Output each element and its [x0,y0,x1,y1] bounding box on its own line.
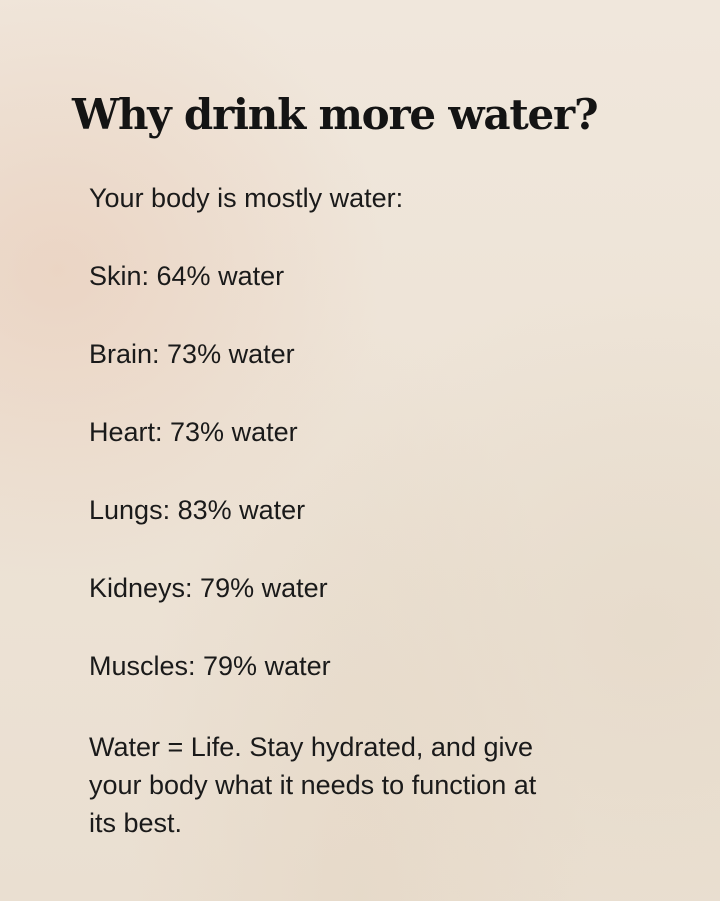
organ-heart: Heart: 73% water [89,417,298,447]
organ-kidneys: Kidneys: 79% water [89,573,328,603]
organ-brain: Brain: 73% water [89,339,295,369]
organ-muscles: Muscles: 79% water [89,651,331,681]
intro-text: Your body is mostly water: [89,183,404,213]
organ-lungs: Lungs: 83% water [89,495,306,525]
closing-message: Water = Life. Stay hydrated, and give yo… [89,732,537,838]
organ-skin: Skin: 64% water [89,261,285,291]
page-title: Why drink more water? [72,90,599,139]
